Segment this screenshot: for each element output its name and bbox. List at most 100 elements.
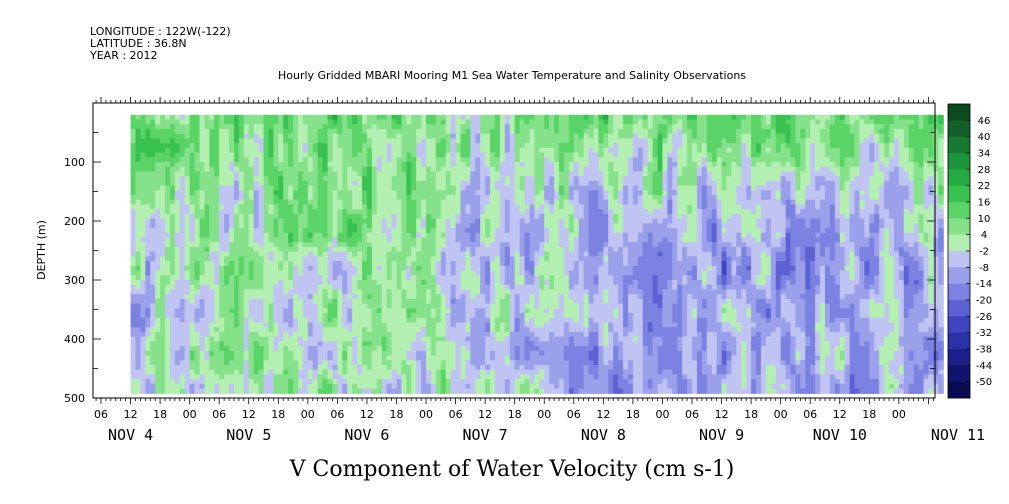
heatmap-cell: [150, 157, 156, 163]
heatmap-cell: [495, 374, 501, 380]
heatmap-cell: [307, 379, 314, 385]
heatmap-cell: [366, 195, 373, 201]
heatmap-cell: [499, 143, 506, 149]
heatmap-cell: [243, 341, 250, 347]
heatmap-cell: [381, 251, 388, 257]
heatmap-cell: [519, 275, 526, 281]
heatmap-cell: [465, 114, 471, 121]
heatmap-cell: [174, 204, 181, 210]
heatmap-cell: [337, 209, 343, 215]
heatmap-cell: [440, 128, 447, 135]
heatmap-cell: [293, 162, 299, 168]
heatmap-cell: [470, 331, 476, 338]
heatmap-cell: [539, 270, 545, 276]
heatmap-cell: [362, 157, 368, 163]
heatmap-cell: [209, 256, 215, 262]
heatmap-cell: [381, 275, 388, 281]
heatmap-cell: [194, 336, 201, 342]
heatmap-cell: [155, 364, 161, 371]
heatmap-cell: [499, 275, 506, 281]
heatmap-cell: [298, 171, 304, 177]
heatmap-cell: [534, 232, 540, 239]
heatmap-cell: [219, 152, 225, 158]
heatmap-cell: [150, 180, 156, 187]
heatmap-cell: [174, 364, 181, 371]
heatmap-cell: [376, 223, 383, 229]
heatmap-cell: [352, 171, 358, 177]
heatmap-cell: [268, 374, 274, 380]
heatmap-cell: [524, 166, 531, 173]
heatmap-cell: [233, 223, 240, 229]
heatmap-cell: [278, 143, 284, 149]
heatmap-cell: [288, 195, 294, 201]
heatmap-cell: [426, 313, 432, 319]
heatmap-cell: [169, 133, 176, 139]
heatmap-cell: [539, 218, 545, 224]
heatmap-cell: [307, 275, 314, 281]
heatmap-cell: [480, 265, 486, 272]
heatmap-cells: [130, 114, 944, 394]
heatmap-cell: [342, 147, 348, 154]
heatmap-cell: [263, 360, 270, 366]
heatmap-cell: [258, 341, 265, 347]
heatmap-cell: [160, 166, 166, 173]
heatmap-cell: [194, 270, 201, 276]
heatmap-cell: [430, 261, 437, 267]
heatmap-cell: [534, 275, 540, 281]
heatmap-cell: [248, 209, 255, 215]
heatmap-cell: [430, 327, 437, 333]
heatmap-cell: [426, 350, 432, 357]
heatmap-cell: [519, 256, 526, 262]
heatmap-cell: [440, 360, 447, 366]
heatmap-cell: [248, 190, 255, 196]
heatmap-cell: [184, 341, 191, 347]
heatmap-cell: [283, 190, 289, 196]
heatmap-cell: [165, 218, 171, 224]
heatmap-cell: [539, 119, 545, 125]
heatmap-cell: [229, 133, 235, 139]
heatmap-cell: [396, 341, 403, 347]
heatmap-cell: [450, 341, 457, 347]
heatmap-cell: [519, 265, 526, 272]
heatmap-cell: [371, 152, 378, 158]
heatmap-cell: [253, 162, 260, 168]
heatmap-cell: [544, 128, 550, 135]
heatmap-cell: [362, 275, 368, 281]
heatmap-cell: [514, 388, 521, 394]
heatmap-cell: [243, 317, 250, 324]
heatmap-cell: [258, 294, 265, 300]
heatmap-cell: [165, 261, 171, 267]
heatmap-cell: [322, 147, 329, 154]
heatmap-cell: [495, 294, 501, 300]
heatmap-cell: [248, 246, 255, 253]
heatmap-cell: [135, 284, 141, 291]
heatmap-cell: [495, 166, 501, 173]
heatmap-cell: [376, 195, 383, 201]
heatmap-cell: [430, 355, 437, 361]
heatmap-cell: [243, 355, 250, 361]
heatmap-cell: [194, 289, 201, 295]
heatmap-cell: [174, 246, 181, 253]
heatmap-cell: [455, 232, 462, 239]
heatmap-cell: [312, 143, 319, 149]
heatmap-cell: [327, 185, 334, 191]
heatmap-cell: [421, 313, 427, 319]
heatmap-cell: [440, 190, 447, 196]
heatmap-cell: [327, 143, 334, 149]
heatmap-cell: [519, 157, 526, 163]
heatmap-cell: [238, 298, 245, 305]
heatmap-cell: [440, 147, 447, 154]
heatmap-cell: [224, 152, 230, 158]
heatmap-cell: [199, 213, 206, 220]
heatmap-cell: [386, 147, 393, 154]
heatmap-cell: [544, 213, 550, 220]
heatmap-cell: [258, 265, 265, 272]
heatmap-cell: [268, 388, 274, 394]
heatmap-cell: [406, 322, 412, 328]
heatmap-cell: [455, 157, 462, 163]
heatmap-cell: [268, 138, 274, 144]
heatmap-cell: [253, 138, 260, 144]
heatmap-cell: [401, 195, 407, 201]
heatmap-cell: [174, 133, 181, 139]
heatmap-cell: [307, 138, 314, 144]
